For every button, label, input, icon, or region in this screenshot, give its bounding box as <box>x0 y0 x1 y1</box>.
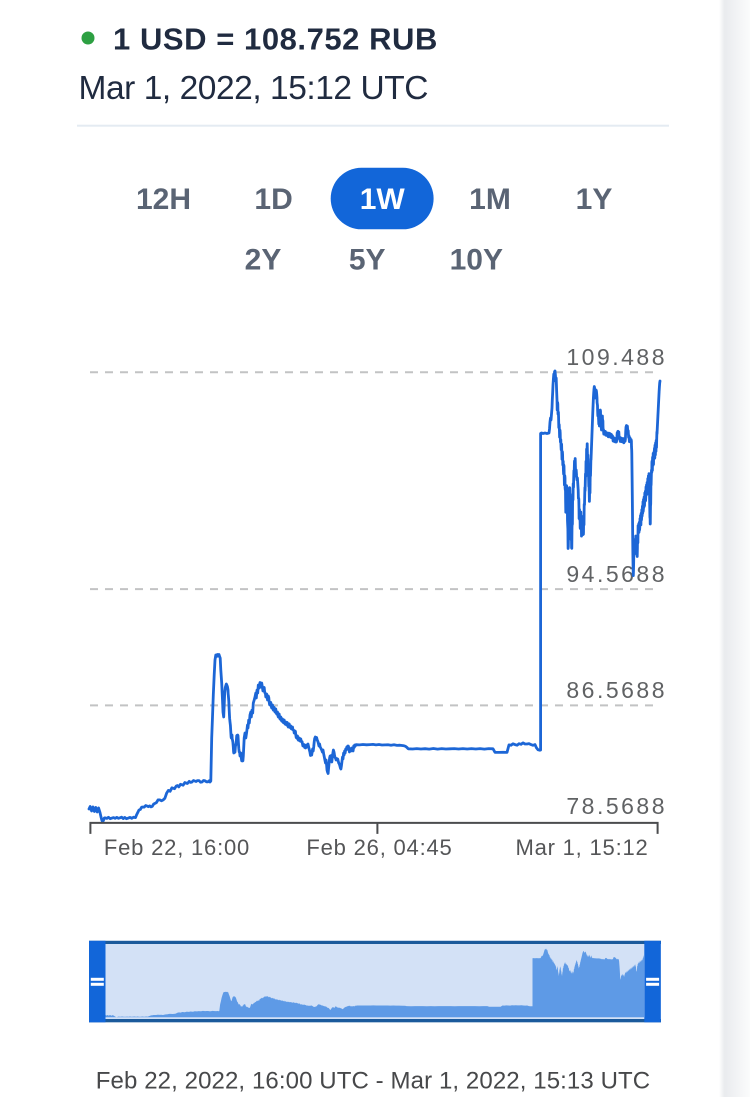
svg-text:1W: 1W <box>360 183 406 216</box>
svg-text:Mar 1, 2022, 15:12 UTC: Mar 1, 2022, 15:12 UTC <box>79 70 428 107</box>
svg-text:1Y: 1Y <box>576 183 613 216</box>
svg-text:Mar 1, 15:12: Mar 1, 15:12 <box>515 835 648 860</box>
svg-text:1D: 1D <box>254 183 292 216</box>
svg-text:5Y: 5Y <box>349 244 386 277</box>
svg-text:10Y: 10Y <box>450 244 503 277</box>
svg-text:1 USD = 108.752 RUB: 1 USD = 108.752 RUB <box>113 22 438 57</box>
svg-text:109.488: 109.488 <box>566 344 667 370</box>
svg-text:1M: 1M <box>469 183 511 216</box>
svg-text:Feb 22, 16:00: Feb 22, 16:00 <box>104 835 250 860</box>
svg-text:86.5688: 86.5688 <box>566 677 667 703</box>
svg-text:78.5688: 78.5688 <box>566 793 667 819</box>
svg-text:94.5688: 94.5688 <box>566 561 667 587</box>
svg-text:Feb 26, 04:45: Feb 26, 04:45 <box>306 835 452 860</box>
svg-text:2Y: 2Y <box>245 244 282 277</box>
svg-text:Feb 22, 2022, 16:00 UTC - Mar: Feb 22, 2022, 16:00 UTC - Mar 1, 2022, 1… <box>96 1068 650 1095</box>
svg-text:12H: 12H <box>136 183 191 216</box>
